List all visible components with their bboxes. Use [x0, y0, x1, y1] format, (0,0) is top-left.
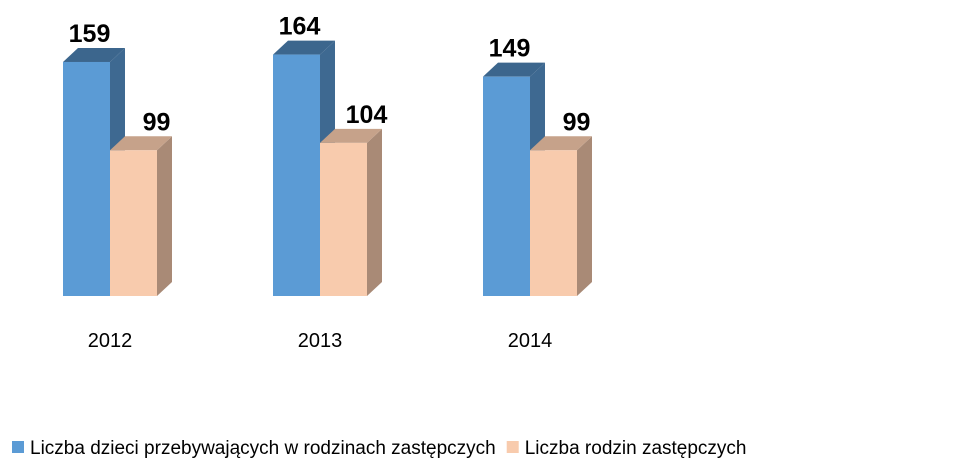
- value-label: 164: [279, 13, 321, 41]
- legend-label: Liczba rodzin zastępczych: [525, 438, 747, 459]
- value-label: 99: [563, 108, 591, 136]
- bar-top: [273, 40, 335, 55]
- value-label: 99: [143, 108, 171, 136]
- value-label: 149: [489, 35, 531, 63]
- x-tick-label: 2012: [88, 330, 133, 352]
- x-tick-label: 2013: [298, 330, 343, 352]
- legend-label: Liczba dzieci przebywających w rodzinach…: [30, 438, 496, 459]
- bar-top: [110, 136, 172, 151]
- legend-swatch: [12, 441, 24, 453]
- bar: [110, 150, 157, 296]
- bar-top: [320, 128, 382, 143]
- bar-side: [367, 128, 382, 296]
- bar: [483, 76, 530, 296]
- bar-side: [157, 136, 172, 296]
- legend-swatch: [506, 441, 519, 453]
- bar: [320, 142, 367, 296]
- value-label: 159: [69, 20, 111, 48]
- x-tick-label: 2014: [508, 330, 553, 352]
- bar: [530, 150, 577, 296]
- bar-side: [577, 136, 592, 296]
- bar: [273, 54, 320, 297]
- value-label: 104: [346, 101, 388, 129]
- bar-top: [63, 47, 125, 62]
- bar-top: [530, 136, 592, 151]
- bar: [63, 61, 110, 297]
- bar-top: [483, 62, 545, 77]
